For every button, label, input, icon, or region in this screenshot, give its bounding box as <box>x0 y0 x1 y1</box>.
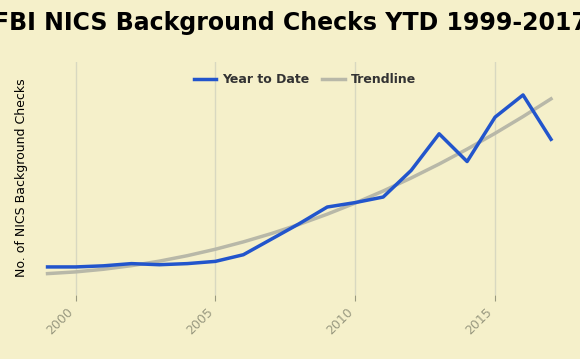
Trendline <box>44 271 51 276</box>
Trendline <box>351 201 358 205</box>
Year to Date <box>100 264 107 268</box>
Legend: Year to Date, Trendline: Year to Date, Trendline <box>188 68 421 91</box>
Year to Date <box>240 253 247 257</box>
Trendline <box>463 147 470 151</box>
Line: Year to Date: Year to Date <box>48 95 551 267</box>
Line: Trendline: Trendline <box>48 99 551 274</box>
Trendline <box>100 267 107 271</box>
Trendline <box>492 131 499 135</box>
Year to Date <box>548 137 554 141</box>
Trendline <box>184 253 191 258</box>
Year to Date <box>520 93 527 97</box>
Year to Date <box>296 222 303 226</box>
Trendline <box>268 232 275 236</box>
Year to Date <box>408 168 415 173</box>
Trendline <box>380 189 387 193</box>
Trendline <box>212 247 219 251</box>
Year to Date <box>184 261 191 266</box>
Year to Date <box>72 265 79 269</box>
Year to Date <box>128 261 135 266</box>
Year to Date <box>351 200 358 205</box>
Year to Date <box>212 259 219 264</box>
Text: FBI NICS Background Checks YTD 1999-2017: FBI NICS Background Checks YTD 1999-2017 <box>0 11 580 35</box>
Year to Date <box>436 132 443 136</box>
Trendline <box>156 259 163 263</box>
Year to Date <box>380 195 387 199</box>
Trendline <box>72 270 79 274</box>
Trendline <box>408 176 415 180</box>
Trendline <box>520 115 527 119</box>
Trendline <box>296 222 303 227</box>
Trendline <box>128 264 135 268</box>
Year to Date <box>463 159 470 164</box>
Trendline <box>324 212 331 216</box>
Trendline <box>436 162 443 166</box>
Y-axis label: No. of NICS Background Checks: No. of NICS Background Checks <box>15 79 28 278</box>
Year to Date <box>268 237 275 241</box>
Year to Date <box>44 265 51 269</box>
Year to Date <box>156 262 163 267</box>
Year to Date <box>324 205 331 209</box>
Trendline <box>240 240 247 244</box>
Trendline <box>548 97 554 101</box>
Year to Date <box>492 115 499 119</box>
